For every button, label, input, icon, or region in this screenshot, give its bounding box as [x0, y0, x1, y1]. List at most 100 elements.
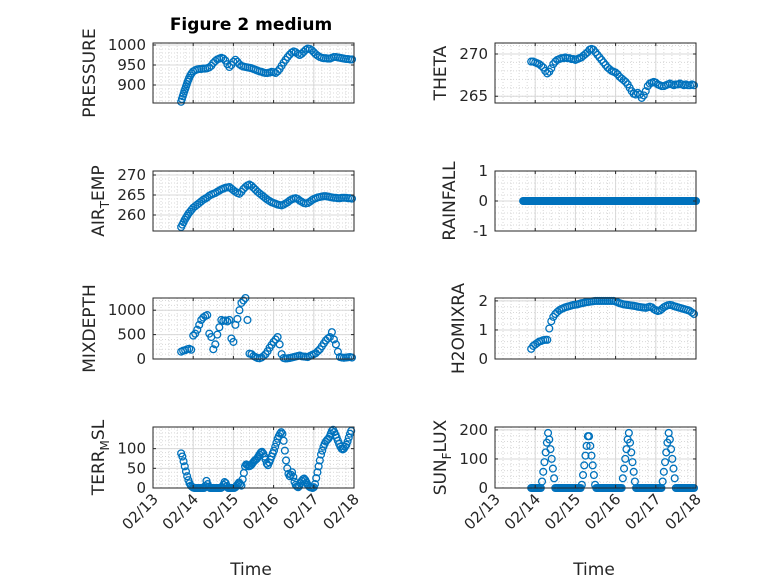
- y-tick-label: 270: [117, 166, 146, 184]
- data-point: [280, 446, 289, 455]
- y-axis-label-subscript: F: [440, 452, 454, 459]
- subplot-h2omixra: 0 1 2 H2OMIXRA: [449, 283, 699, 374]
- axes-box: [152, 297, 355, 360]
- y-tick-label: 0: [136, 350, 146, 368]
- y-axis-label: RAINFALL: [440, 161, 460, 241]
- subplot-rainfall: -1 0 1 RAINFALL: [440, 161, 701, 241]
- data-point: [183, 472, 192, 481]
- y-axis-label-tail: SL: [89, 419, 109, 440]
- y-tick-label: 950: [117, 56, 146, 74]
- y-axis-label: SUNFLUX: [431, 419, 454, 495]
- data-point: [547, 454, 556, 463]
- data-point: [279, 436, 288, 445]
- data-point: [235, 306, 244, 315]
- data-point: [189, 331, 198, 340]
- y-axis-label-main: H2OMIXRA: [449, 283, 469, 374]
- y-tick-label: 270: [459, 45, 488, 63]
- data-point: [235, 189, 244, 198]
- data-point: [581, 49, 590, 59]
- data-point: [283, 464, 292, 473]
- data-point: [289, 472, 298, 482]
- data-point: [316, 450, 326, 459]
- data-point: [545, 324, 554, 333]
- y-tick-label: 1: [478, 162, 488, 180]
- axes-box: [152, 42, 355, 104]
- data-point: [220, 478, 229, 487]
- data-point: [231, 55, 240, 64]
- data-point: [659, 467, 668, 476]
- data-point: [627, 448, 636, 457]
- subplot-pressure: 900 950 1000 PRESSURE: [80, 28, 357, 118]
- data-point: [551, 57, 560, 66]
- data-point: [343, 437, 352, 446]
- data-point: [589, 470, 598, 480]
- data-point: [347, 353, 357, 362]
- data-point: [272, 438, 281, 447]
- data-point: [273, 67, 282, 76]
- data-point: [271, 442, 280, 451]
- axes-box: [494, 297, 697, 360]
- y-tick-label: 100: [117, 440, 146, 458]
- data-point: [300, 474, 309, 483]
- data-point: [537, 61, 546, 70]
- y-tick-label: 0: [478, 350, 488, 368]
- data-point: [546, 445, 555, 454]
- y-axis-label-tail: LUX: [431, 419, 451, 452]
- y-axis-label: AIRTEMP: [89, 165, 112, 236]
- y-axis-label-main: AIR: [89, 208, 109, 237]
- data-point: [547, 317, 556, 326]
- y-tick-label: 2: [478, 292, 488, 310]
- data-point: [586, 441, 595, 450]
- data-point: [580, 461, 589, 470]
- ticks: 260 265 270: [117, 166, 355, 231]
- subplot-mixdepth: 0 500 1000 MIXDEPTH: [80, 284, 357, 373]
- data-point: [195, 320, 204, 329]
- y-tick-label: -1: [473, 222, 488, 240]
- data-point: [237, 298, 246, 307]
- data-point: [282, 456, 291, 465]
- ticks: 265 270: [459, 43, 697, 105]
- data-point: [294, 483, 303, 492]
- data-point: [191, 329, 200, 338]
- y-tick-label: 100: [459, 450, 488, 468]
- data-point: [273, 332, 282, 342]
- data-point: [288, 468, 297, 477]
- data-point: [277, 350, 286, 359]
- axes-box: [152, 170, 355, 232]
- data-point: [225, 62, 234, 72]
- data-point: [550, 474, 559, 483]
- grid-lines: [494, 427, 697, 489]
- subplot-theta: 265 270 THETA: [431, 42, 699, 105]
- y-axis-label-main: MIXDEPTH: [80, 284, 100, 373]
- y-tick-label: 0: [478, 192, 488, 210]
- ticks: 900 950 1000: [108, 36, 355, 103]
- data-point: [199, 313, 208, 322]
- data-point: [269, 446, 279, 455]
- data-point: [537, 477, 547, 486]
- data-point: [619, 76, 628, 85]
- data-point: [181, 467, 191, 476]
- data-point: [178, 452, 187, 461]
- data-point: [257, 447, 266, 456]
- y-tick-label: 200: [459, 421, 488, 439]
- data-point: [225, 315, 234, 325]
- data-point: [283, 52, 292, 62]
- data-point: [313, 468, 322, 477]
- data-point: [211, 340, 220, 349]
- y-tick-label: 0: [478, 479, 488, 497]
- data-point: [313, 347, 322, 356]
- figure-title: Figure 2 medium: [170, 15, 332, 35]
- y-axis-label-subscript: T: [98, 200, 112, 209]
- data-point: [347, 426, 356, 435]
- data-point: [243, 315, 252, 325]
- data-point: [585, 432, 594, 441]
- data-point: [667, 445, 676, 454]
- data-point: [219, 54, 228, 63]
- y-axis-label: THETA: [431, 45, 451, 101]
- data-point: [314, 462, 323, 471]
- data-point: [329, 335, 338, 344]
- data-point: [539, 467, 548, 476]
- data-point: [687, 308, 697, 317]
